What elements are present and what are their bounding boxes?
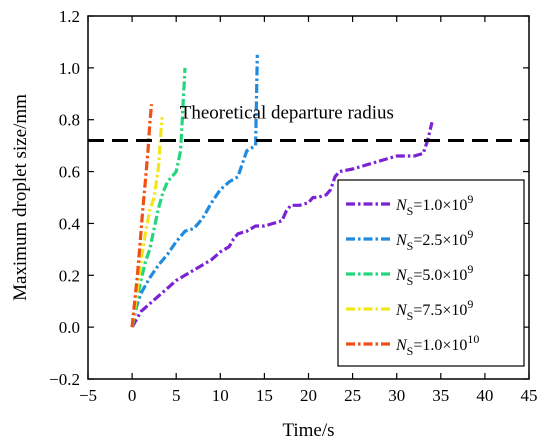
legend-label-sub: S	[407, 239, 414, 253]
legend-label-text: =1.0×10	[413, 197, 467, 214]
y-tick-label: 0.4	[59, 214, 81, 233]
legend-label-sub: S	[407, 274, 414, 288]
x-tick-label: 10	[212, 386, 229, 405]
legend-label-3: NS=5.0×109	[395, 262, 473, 288]
x-tick-label: −5	[79, 386, 97, 405]
y-tick-label: −0.2	[49, 370, 80, 389]
legend-label-sup: 9	[467, 192, 473, 206]
legend-label-sub: S	[407, 204, 414, 218]
legend-label-sub: S	[407, 309, 414, 323]
x-tick-label: 30	[388, 386, 405, 405]
y-tick-label: 1.2	[59, 7, 80, 26]
x-tick-label: 25	[344, 386, 361, 405]
y-tick-label: 1.0	[59, 59, 80, 78]
legend-label-text: =1.0×10	[413, 337, 467, 354]
legend: NS=1.0×109NS=2.5×109NS=5.0×109NS=7.5×109…	[337, 179, 525, 367]
legend-label-5: NS=1.0×1010	[395, 332, 479, 358]
legend-label-base: N	[395, 232, 408, 249]
legend-label-text: =2.5×10	[413, 232, 467, 249]
x-tick-label: 45	[521, 386, 538, 405]
x-tick-label: 40	[476, 386, 493, 405]
y-axis-label: Maximum droplet size/mm	[10, 94, 31, 301]
x-tick-label: 0	[128, 386, 137, 405]
legend-label-sup: 9	[467, 262, 473, 276]
series-line-2	[130, 54, 259, 328]
legend-label-base: N	[395, 267, 408, 284]
reference-line-label: Theoretical departure radius	[180, 102, 394, 123]
y-tick-label: 0.2	[59, 266, 80, 285]
legend-label-base: N	[395, 302, 408, 319]
y-tick-label: 0.6	[59, 163, 80, 182]
series-line-1	[130, 121, 434, 328]
legend-label-4: NS=7.5×109	[395, 297, 473, 323]
legend-label-2: NS=2.5×109	[395, 227, 473, 253]
series-line-5	[130, 104, 154, 328]
legend-label-base: N	[395, 337, 408, 354]
legend-label-text: =5.0×10	[413, 267, 467, 284]
x-tick-label: 15	[256, 386, 273, 405]
legend-label-1: NS=1.0×109	[395, 192, 473, 218]
y-tick-label: 0.0	[59, 318, 80, 337]
legend-label-sup: 9	[467, 297, 473, 311]
x-tick-label: 20	[300, 386, 317, 405]
legend-label-sup: 9	[467, 227, 473, 241]
legend-label-sub: S	[407, 344, 414, 358]
x-tick-label: 35	[432, 386, 449, 405]
series-layer	[130, 54, 434, 328]
legend-label-text: =7.5×10	[413, 302, 467, 319]
y-axis-ticks: −0.2 0.0 0.2 0.4 0.6 0.8 1.0 1.2	[49, 7, 529, 389]
x-axis-ticks: −5 0 5 10 15 20 25 30 35 40 45	[79, 16, 538, 405]
x-tick-label: 5	[172, 386, 181, 405]
y-tick-label: 0.8	[59, 111, 80, 130]
x-axis-label: Time/s	[282, 420, 334, 441]
legend-label-sup: 10	[467, 332, 479, 346]
series-line-3	[130, 67, 187, 328]
legend-label-base: N	[395, 197, 408, 214]
